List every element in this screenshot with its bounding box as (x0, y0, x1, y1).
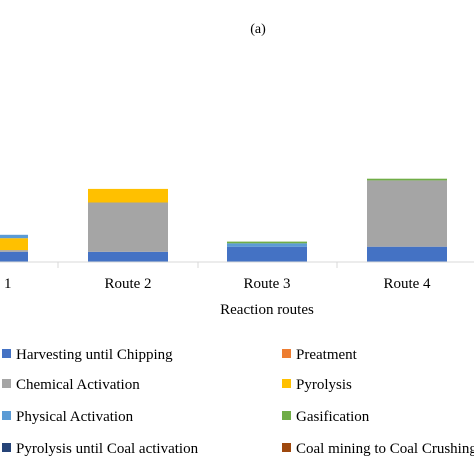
x-tick-label-route-2: Route 2 (104, 276, 151, 292)
legend-swatch (282, 443, 291, 452)
bar-route-4-chemical-activation (367, 180, 447, 247)
legend-item-pyrolysis-until-coal-activation: Pyrolysis until Coal activation (2, 441, 199, 457)
bars-layer (0, 178, 447, 262)
legend-swatch (2, 443, 11, 452)
x-tick-labels: Route 1 Route 2 Route 3 Route 4 (0, 276, 431, 292)
legend-swatch (282, 349, 291, 358)
bar-route-4-gasification (367, 178, 447, 181)
legend: Harvesting until Chipping Preatment Chemic… (2, 347, 474, 457)
legend-swatch (282, 411, 291, 420)
bar-route-2-chemical-activation (88, 202, 168, 252)
legend-label: Coal mining to Coal Crushing (296, 441, 474, 457)
x-axis-title: Reaction routes (220, 302, 314, 318)
x-tick-marks (57, 262, 338, 268)
legend-label: Pyrolysis (296, 377, 352, 393)
bar-route-3-harvesting-until-chipping (227, 246, 307, 262)
legend-item-gasification: Gasification (282, 409, 370, 425)
x-tick-label-route-1: Route 1 (0, 276, 12, 292)
legend-item-preatment: Preatment (282, 347, 358, 363)
legend-label: Chemical Activation (16, 377, 140, 393)
legend-item-pyrolysis: Pyrolysis (282, 377, 352, 393)
bar-route-1-pyrolysis (0, 238, 28, 251)
legend-item-chemical-activation: Chemical Activation (2, 377, 140, 393)
legend-item-physical-activation: Physical Activation (2, 409, 134, 425)
bar-route-3-physical-activation (227, 243, 307, 247)
legend-swatch (2, 349, 11, 358)
bar-route-3-gasification (227, 241, 307, 244)
bar-route-1-harvesting-until-chipping (0, 251, 28, 262)
bar-route-2-pyrolysis (88, 188, 168, 203)
bar-route-1-physical-activation (0, 234, 28, 239)
legend-label: Harvesting until Chipping (16, 347, 173, 363)
bar-route-1-chemical-activation (0, 250, 28, 252)
legend-swatch (282, 379, 291, 388)
legend-label: Preatment (296, 347, 358, 363)
legend-swatch (2, 379, 11, 388)
legend-label: Physical Activation (16, 409, 134, 425)
panel-label: (a) (250, 22, 266, 37)
legend-label: Pyrolysis until Coal activation (16, 441, 199, 457)
x-tick-label-route-4: Route 4 (383, 276, 431, 292)
legend-label: Gasification (296, 409, 370, 425)
legend-item-harvesting-until-chipping: Harvesting until Chipping (2, 347, 173, 363)
bar-route-4-harvesting-until-chipping (367, 246, 447, 262)
x-tick-label-route-3: Route 3 (243, 276, 290, 292)
legend-swatch (2, 411, 11, 420)
legend-item-coal-mining-to-coal-crushing: Coal mining to Coal Crushing (282, 441, 474, 457)
bar-route-2-harvesting-until-chipping (88, 251, 168, 262)
